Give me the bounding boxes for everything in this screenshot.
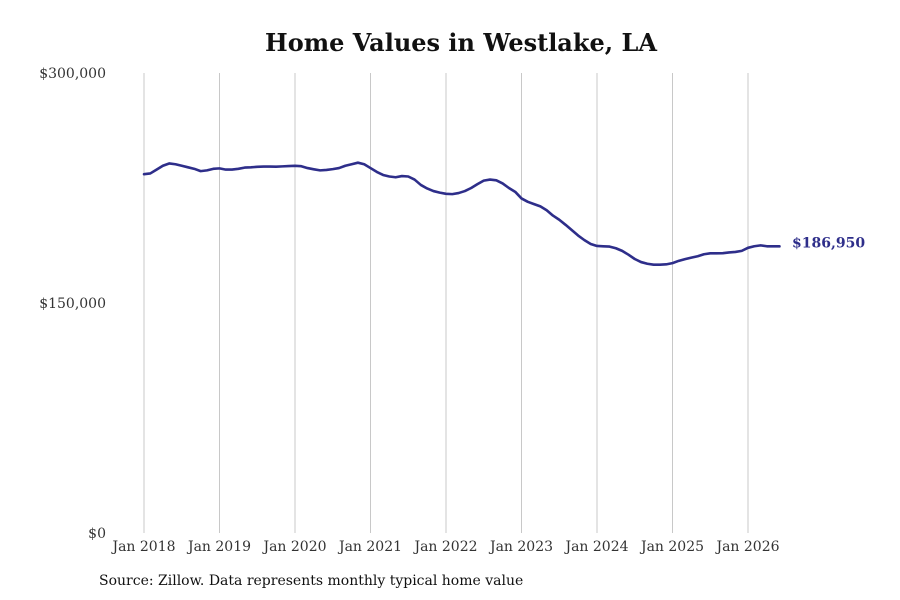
x-tick-label: Jan 2022 xyxy=(412,539,477,555)
x-tick-label: Jan 2019 xyxy=(186,539,251,555)
x-tick-label: Jan 2021 xyxy=(337,539,402,555)
y-tick-labels: $0 $150,000 $300,000 xyxy=(39,66,106,542)
x-tick-label: Jan 2018 xyxy=(110,539,175,555)
x-tick-labels: Jan 2018 Jan 2019 Jan 2020 Jan 2021 Jan 2022… xyxy=(110,539,779,555)
end-labels: $186,950 xyxy=(792,235,865,251)
source-note: Source: Zillow. Data represents monthly … xyxy=(99,573,524,589)
x-tick-label: Jan 2026 xyxy=(714,539,779,555)
y-tick-label: $150,000 xyxy=(39,296,106,312)
chart-title: Home Values in Westlake, LA xyxy=(265,28,657,57)
x-gridlines xyxy=(143,73,749,533)
x-tick-label: Jan 2025 xyxy=(639,539,704,555)
series-line xyxy=(142,161,781,266)
series-lines xyxy=(142,161,781,266)
x-tick-label: Jan 2020 xyxy=(261,539,326,555)
x-tick-label: Jan 2024 xyxy=(563,539,628,555)
y-tick-label: $0 xyxy=(88,526,106,542)
x-tick-label: Jan 2023 xyxy=(488,539,553,555)
y-tick-label: $300,000 xyxy=(39,66,106,82)
end-value-label: $186,950 xyxy=(792,235,865,251)
